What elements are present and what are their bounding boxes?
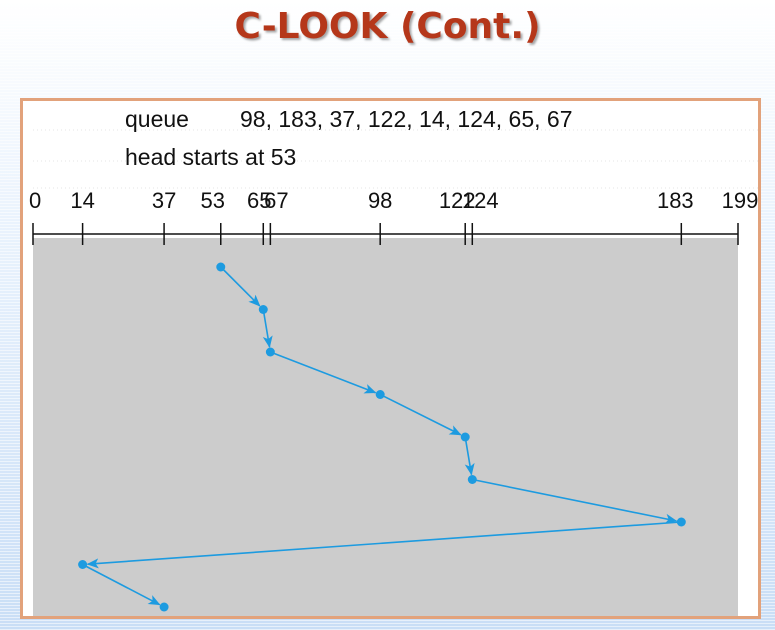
path-segment-122-to-124 bbox=[464, 436, 475, 476]
head-position-53 bbox=[216, 262, 226, 272]
plot-area bbox=[33, 238, 738, 616]
axis-tick-label-14: 14 bbox=[70, 188, 94, 213]
axis-tick-label-65: 65 bbox=[247, 188, 271, 213]
slide-title: C-LOOK (Cont.) bbox=[234, 6, 541, 47]
axis-tick-label-199: 199 bbox=[722, 188, 759, 213]
head-position-67 bbox=[265, 347, 275, 357]
path-segment-14-to-37 bbox=[82, 563, 161, 606]
head-position-98 bbox=[375, 390, 385, 399]
path-segment-53-to-65 bbox=[220, 266, 261, 307]
head-start-text: head starts at 53 bbox=[125, 144, 296, 170]
axis-tick-label-0: 0 bbox=[29, 188, 41, 213]
head-position-124 bbox=[467, 475, 477, 484]
path-segment-183-to-14 bbox=[86, 521, 682, 569]
head-position-122 bbox=[460, 432, 470, 442]
path-segment-67-to-98 bbox=[270, 351, 377, 394]
head-positions bbox=[78, 262, 686, 612]
queue-values: 98, 183, 37, 122, 14, 124, 65, 67 bbox=[240, 106, 573, 132]
head-position-14 bbox=[78, 560, 88, 569]
head-position-65 bbox=[258, 305, 268, 314]
head-path bbox=[82, 266, 682, 606]
axis-tick-label-122: 122 bbox=[439, 188, 476, 213]
path-segment-98-to-122 bbox=[379, 393, 462, 436]
axis-tick-label-183: 183 bbox=[657, 188, 694, 213]
queue-label: queue bbox=[125, 106, 189, 132]
axis-tick-label-124: 124 bbox=[462, 188, 499, 213]
axis-tick-label-53: 53 bbox=[201, 188, 225, 213]
path-segment-124-to-183 bbox=[472, 478, 678, 524]
guide-lines bbox=[33, 129, 758, 189]
axis-tick-label-98: 98 bbox=[368, 188, 392, 213]
axis-tick-label-37: 37 bbox=[152, 188, 176, 213]
path-segment-65-to-67 bbox=[262, 309, 273, 349]
axis-tick-label-67: 67 bbox=[264, 188, 288, 213]
head-position-37 bbox=[159, 602, 169, 612]
head-position-183 bbox=[676, 517, 686, 527]
